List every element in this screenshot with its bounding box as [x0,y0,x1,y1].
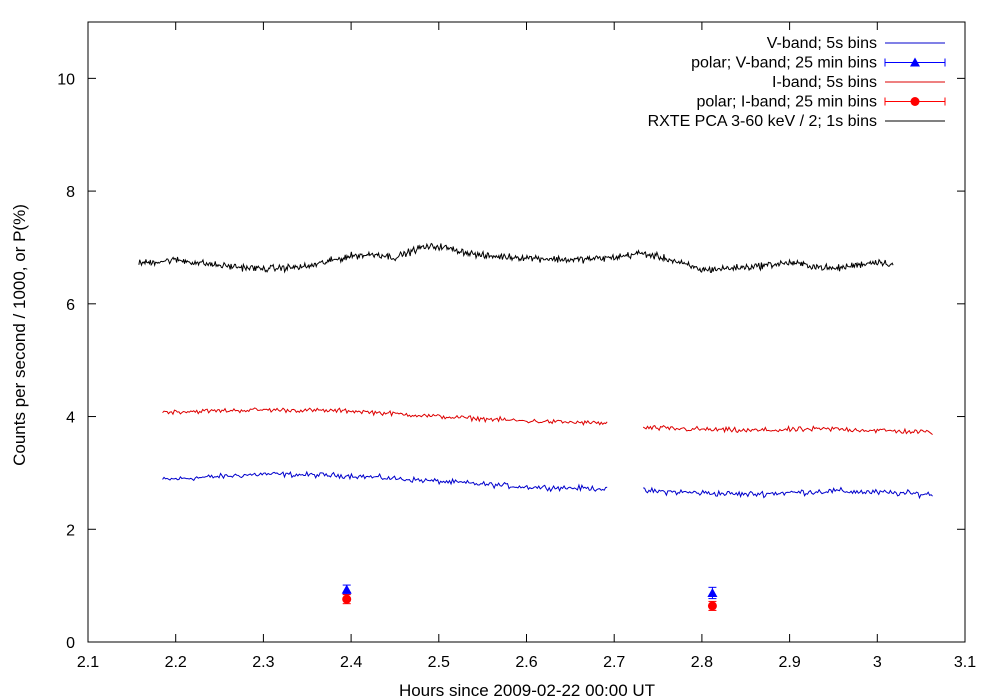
series-line-v-band-5s-bins [162,470,608,493]
legend-marker-polar-v-band-25-min-bins [910,57,920,67]
x-tick-label: 3 [873,654,882,671]
series-line-v-band-5s-bins [643,486,933,500]
legend-label-polar-i-band-25-min-bins: polar; I-band; 25 min bins [696,94,877,111]
series-line-rxte-pca-3-60-kev-2-1s-bins [138,242,894,274]
legend-label-rxte-pca-3-60-kev-2-1s-bins: RXTE PCA 3-60 keV / 2; 1s bins [648,113,877,130]
x-tick-label: 2.6 [515,654,537,671]
data-point-polar-i-band-25-min-bins [342,594,352,604]
y-axis-label: Counts per second / 1000, or P(%) [10,204,29,466]
x-tick-label: 2.7 [603,654,625,671]
series-line-i-band-5s-bins [162,407,608,426]
x-tick-label: 3.1 [954,654,976,671]
y-tick-label: 4 [66,410,75,427]
axes-layer: 2.1 2.2 2.3 2.4 2.5 2.6 2.7 2.8 2.9 3 3.1 0 2 4 6 8 10 [57,21,976,671]
legend-label-polar-v-band-25-min-bins: polar; V-band; 25 min bins [691,55,877,72]
x-tick-label: 2.5 [428,654,450,671]
y-tick-label: 10 [57,71,75,88]
legend: V-band; 5s bins polar; V-band; 25 min bin… [648,35,946,130]
y-tick-label: 8 [66,184,75,201]
x-tick-label: 2.4 [340,654,362,671]
x-tick-label: 2.8 [691,654,713,671]
x-axis-label: Hours since 2009-02-22 00:00 UT [399,681,655,700]
y-tick-label: 0 [66,635,75,652]
legend-label-v-band-5s-bins: V-band; 5s bins [767,35,877,52]
legend-marker-polar-i-band-25-min-bins [910,97,920,106]
x-tick-label: 2.2 [165,654,187,671]
x-tick-label: 2.1 [77,654,99,671]
y-tick-label: 6 [66,297,75,314]
x-tick-label: 2.9 [778,654,800,671]
data-layer [138,242,933,611]
legend-label-i-band-5s-bins: I-band; 5s bins [772,74,877,91]
data-point-polar-v-band-25-min-bins [707,587,718,597]
y-tick-label: 2 [66,522,75,539]
x-tick-label: 2.3 [252,654,274,671]
series-line-i-band-5s-bins [642,424,933,436]
data-point-polar-v-band-25-min-bins [341,584,352,594]
data-point-polar-i-band-25-min-bins [707,601,717,611]
